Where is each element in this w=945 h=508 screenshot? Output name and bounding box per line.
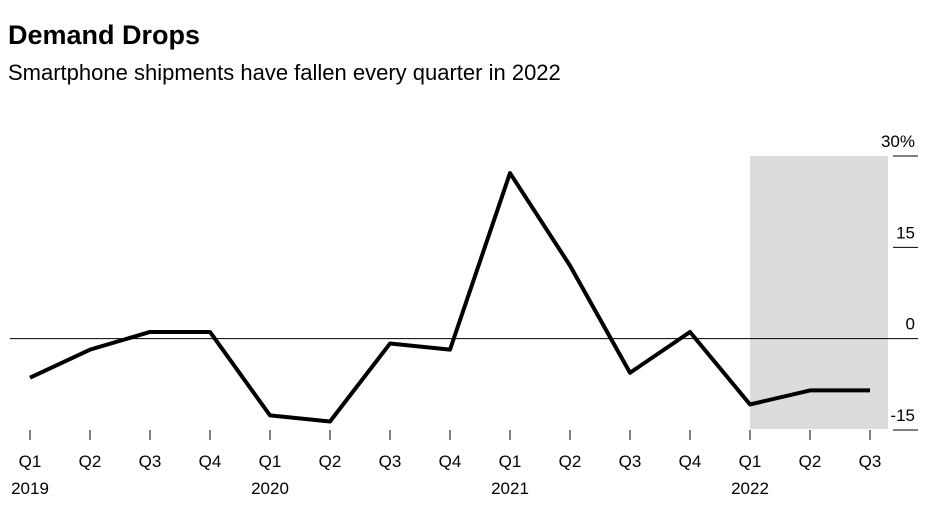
x-tick-label: Q3: [379, 452, 402, 471]
x-tick-label: Q1: [19, 452, 42, 471]
x-tick-label: Q3: [619, 452, 642, 471]
x-tick-label: Q2: [559, 452, 582, 471]
y-tick-label: 30%: [881, 132, 915, 151]
chart-title: Demand Drops: [8, 20, 200, 50]
y-tick-label: 15: [896, 223, 915, 242]
chart-subtitle: Smartphone shipments have fallen every q…: [8, 60, 561, 85]
x-tick-label: Q3: [139, 452, 162, 471]
highlight-2022: [750, 156, 888, 429]
y-tick-label: 0: [906, 315, 915, 334]
x-group-label: 2021: [491, 479, 529, 498]
x-tick-label: Q3: [859, 452, 882, 471]
x-tick-label: Q4: [439, 452, 462, 471]
x-tick-label: Q4: [199, 452, 222, 471]
x-tick-label: Q1: [259, 452, 282, 471]
x-tick-label: Q1: [739, 452, 762, 471]
x-group-label: 2022: [731, 479, 769, 498]
x-group-label: 2020: [251, 479, 289, 498]
x-tick-label: Q2: [79, 452, 102, 471]
y-tick-label: -15: [890, 406, 915, 425]
x-tick-label: Q2: [799, 452, 822, 471]
x-group-label: 2019: [11, 479, 49, 498]
line: [29, 171, 870, 424]
x-tick-label: Q4: [679, 452, 702, 471]
x-tick-label: Q2: [319, 452, 342, 471]
x-tick-label: Q1: [499, 452, 522, 471]
